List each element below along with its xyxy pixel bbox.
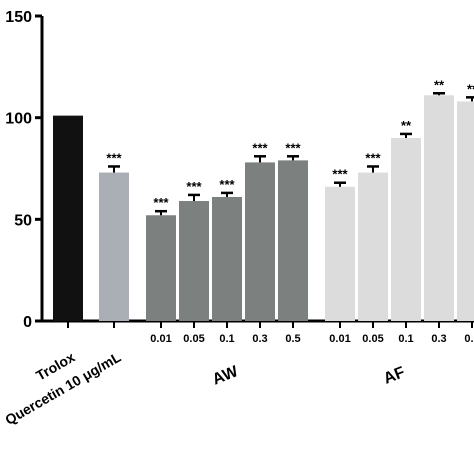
significance-marker: **	[401, 118, 412, 133]
significance-marker: **	[434, 77, 445, 92]
bar-aw-5	[245, 162, 275, 321]
x-tick-label: 0.1	[219, 333, 234, 345]
x-tick-label: 0.3	[431, 333, 446, 345]
x-tick-label: 0.3	[252, 333, 267, 345]
bar-aw-6	[278, 160, 308, 321]
bar-af-7	[325, 186, 355, 321]
significance-marker: ***	[153, 195, 169, 210]
x-tick-label: 0.01	[150, 333, 171, 345]
x-tick-label: 0.1	[398, 333, 413, 345]
group-label-af: AF	[381, 364, 407, 388]
bar-af-10	[424, 95, 454, 321]
significance-marker: ***	[186, 179, 202, 194]
x-tick-label: 0.5	[285, 333, 300, 345]
y-tick-label: 150	[5, 9, 32, 26]
y-tick-label: 50	[14, 212, 32, 229]
y-tick-label: 0	[23, 314, 32, 331]
x-tick-label: 0.05	[183, 333, 204, 345]
significance-marker: ***	[332, 167, 348, 182]
significance-marker: ***	[252, 140, 268, 155]
bar-aw-3	[179, 201, 209, 321]
x-tick-label: 0.01	[329, 333, 350, 345]
significance-marker: ***	[285, 140, 301, 155]
bar-trolox-0	[53, 115, 83, 321]
significance-marker: ***	[365, 150, 381, 165]
bar-aw-2	[146, 215, 176, 321]
bar-quercetin-1	[99, 172, 129, 321]
bar-af-8	[358, 172, 388, 321]
bar-aw-4	[212, 196, 242, 321]
y-tick-label: 100	[5, 111, 32, 128]
bar-af-9	[391, 138, 421, 321]
x-tick-label: 0.5	[464, 333, 474, 345]
bar-af-11	[457, 101, 474, 322]
significance-marker: **	[467, 81, 474, 96]
group-label-aw: AW	[210, 363, 241, 389]
significance-marker: ***	[219, 177, 235, 192]
significance-marker: ***	[106, 150, 122, 165]
x-tick-label: 0.05	[362, 333, 383, 345]
